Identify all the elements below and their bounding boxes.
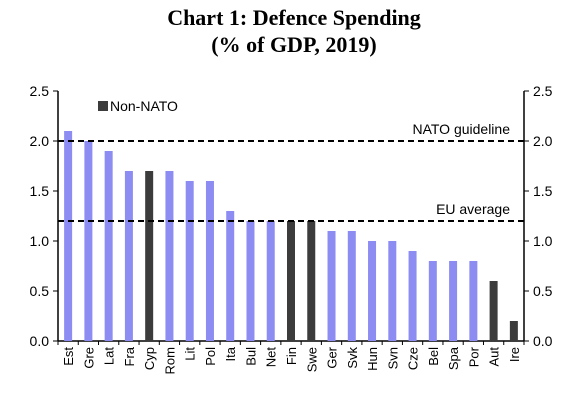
bar-est [64,131,73,341]
category-label: Cyp [142,347,157,370]
category-label: Ita [223,346,238,361]
bar-cyp [145,171,154,341]
chart-title-line1: Chart 1: Defence Spending [167,5,421,30]
category-label: Ire [507,347,522,362]
category-label: Bel [426,347,441,366]
category-label: Rom [162,347,177,374]
category-label: Lit [183,347,198,361]
y-tick-label-right: 2.5 [533,83,553,99]
y-tick-label-left: 1.0 [30,233,50,249]
bar-gre [84,141,93,341]
bar-net [266,221,275,341]
y-tick-label-right: 0.5 [533,283,553,299]
chart-title-line2: (% of GDP, 2019) [211,32,377,57]
bar-aut [489,281,498,341]
category-label: Svn [385,347,400,369]
category-label: Gre [81,347,96,369]
bar-lit [185,181,194,341]
bar-fra [124,171,133,341]
legend-label-non-nato: Non-NATO [110,98,178,114]
reference-line-label: NATO guideline [412,121,510,137]
bar-fin [287,221,295,341]
bar-series [64,131,518,341]
bar-svk [347,231,356,341]
y-tick-label-left: 2.0 [30,133,50,149]
bar-hun [368,241,377,341]
reference-lines: NATO guideline EU average [58,121,524,222]
bar-ita [226,211,235,341]
y-tick-label-left: 0.0 [30,333,50,349]
bar-cze [408,251,417,341]
category-label: Spa [446,346,461,370]
bar-lat [104,151,113,341]
category-labels: Est Gre Lat Fra Cyp Rom Lit Pol Ita Bul Net Fin Swe G… [61,346,522,374]
bar-pol [205,181,214,341]
y-tick-label-right: 1.5 [533,183,553,199]
bar-ire [509,321,518,341]
bar-por [469,261,478,341]
category-label: Hun [365,347,380,371]
category-label: Net [264,347,279,368]
category-label: Est [61,347,76,366]
bar-ger [327,231,336,341]
bar-svn [388,241,397,341]
y-tick-label-right: 0.0 [533,333,553,349]
category-label: Swe [304,347,319,372]
category-label: Lat [102,347,117,365]
bar-bul [246,221,255,341]
bar-swe [307,221,316,341]
legend-swatch-non-nato [98,101,108,111]
category-label: Svk [345,347,360,369]
y-tick-label-right: 1.0 [533,233,553,249]
bar-rom [165,171,174,341]
category-label: Fin [284,347,299,365]
y-tick-label-left: 1.5 [30,183,50,199]
reference-line-label: EU average [436,201,510,217]
category-label: Aut [487,347,502,367]
category-label: Bul [243,347,258,366]
y-tick-label-right: 2.0 [533,133,553,149]
bar-spa [449,261,458,341]
category-label: Pol [203,347,218,366]
chart-axes: 0.0 0.0 0.5 0.5 1.0 1.0 1.5 1.5 2.0 2.0 2.5 2.5 [30,83,553,349]
category-label: Por [466,346,481,367]
chart-legend: Non-NATO [98,98,178,114]
category-label: Cze [406,347,421,370]
category-label: Ger [325,346,340,368]
chart-title: Chart 1: Defence Spending (% of GDP, 201… [0,4,588,58]
y-tick-label-left: 0.5 [30,283,50,299]
category-label: Fra [122,346,137,366]
y-tick-label-left: 2.5 [30,83,50,99]
bar-bel [428,261,437,341]
